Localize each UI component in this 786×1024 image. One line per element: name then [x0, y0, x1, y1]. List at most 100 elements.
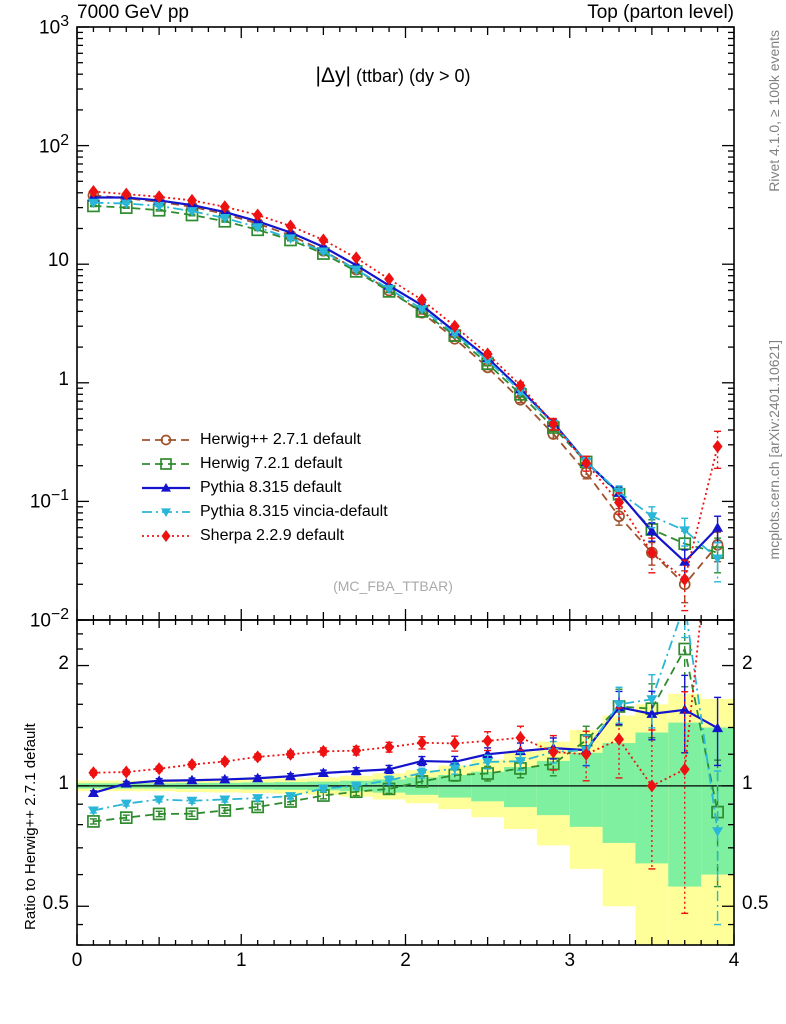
legend-item[interactable]: Herwig 7.2.1 default: [140, 452, 388, 476]
marker-diamond: [285, 747, 296, 761]
marker-triangle-down: [482, 757, 494, 768]
marker-triangle-up: [219, 773, 231, 784]
legend-marker-diamond-icon: [142, 530, 190, 542]
marker-triangle-up: [679, 704, 691, 714]
marker-diamond: [449, 319, 460, 333]
ratio-y-tick-label: 2: [58, 652, 69, 674]
marker-triangle-down: [449, 764, 461, 774]
marker-triangle-down: [350, 265, 362, 276]
marker-triangle-down: [161, 508, 171, 517]
marker-triangle-up: [646, 525, 658, 536]
marker-diamond: [548, 745, 559, 759]
marker-triangle-down: [87, 806, 99, 816]
marker-diamond: [679, 572, 690, 586]
ratio-series: [88, 620, 722, 915]
legend-label: Herwig++ 2.7.1 default: [200, 431, 361, 448]
marker-diamond: [482, 347, 493, 361]
marker-square: [185, 807, 199, 821]
header-right-label: Top (parton level): [587, 2, 734, 23]
legend-label: Pythia 8.315 default: [200, 479, 342, 496]
marker-diamond: [186, 758, 197, 772]
marker-triangle-down: [383, 776, 395, 786]
marker-diamond: [318, 744, 329, 758]
marker-triangle-down: [252, 794, 264, 804]
marker-triangle-up: [120, 777, 132, 788]
marker-triangle-down: [153, 201, 165, 212]
marker-triangle-down: [613, 700, 625, 710]
marker-triangle-down: [449, 329, 461, 340]
marker-diamond: [351, 744, 362, 758]
marker-triangle-down: [285, 234, 297, 244]
marker-diamond: [614, 732, 625, 746]
marker-diamond: [416, 293, 427, 307]
marker-triangle-up: [383, 763, 395, 774]
marker-diamond: [482, 734, 493, 748]
legend-marker-triangle-up-icon: [142, 483, 190, 492]
plot-title: |Δy| (ttbar) (dy > 0): [0, 64, 786, 88]
marker-triangle-down: [285, 792, 297, 802]
marker-triangle-up: [317, 767, 329, 778]
x-tick-label: 2: [400, 950, 411, 971]
marker-diamond: [186, 193, 197, 207]
plot-title-symbol: |Δy|: [315, 64, 351, 87]
ratio-y-tick-label-right: 2: [742, 652, 753, 674]
legend-label: Herwig 7.2.1 default: [200, 455, 343, 472]
legend-item[interactable]: Pythia 8.315 default: [140, 476, 388, 500]
marker-square: [481, 767, 494, 780]
marker-diamond: [252, 750, 263, 764]
main-y-tick-label: 1: [58, 368, 69, 390]
x-tick-label: 4: [728, 950, 740, 971]
main-y-tick-label: 103: [39, 13, 69, 39]
analysis-watermark: (MC_FBA_TTBAR): [333, 578, 453, 594]
marker-diamond: [679, 762, 690, 776]
marker-triangle-down: [219, 795, 231, 805]
marker-triangle-down: [153, 795, 165, 805]
legend-item[interactable]: Herwig++ 2.7.1 default: [140, 428, 388, 452]
main-y-tick-label: 10−2: [29, 606, 69, 632]
marker-triangle-up: [153, 775, 165, 785]
legend-label: Pythia 8.315 vincia-default: [200, 503, 388, 520]
legend-item[interactable]: Sherpa 2.2.9 default: [140, 524, 388, 548]
ratio-y-tick-label-right: 0.5: [742, 893, 769, 915]
marker-diamond: [515, 731, 526, 745]
marker-triangle-up: [646, 708, 658, 718]
legend: Herwig++ 2.7.1 default Herwig 7.2.1 defau…: [140, 428, 388, 548]
marker-square: [119, 811, 133, 824]
x-tick-label: 1: [235, 950, 247, 971]
marker-diamond: [581, 747, 592, 761]
plot-title-rest: (ttbar) (dy > 0): [355, 66, 471, 86]
marker-triangle-down: [317, 784, 329, 795]
series-line: [93, 620, 719, 832]
marker-triangle-up: [712, 722, 724, 733]
marker-triangle-down: [514, 757, 526, 767]
marker-circle: [613, 510, 625, 523]
marker-triangle-down: [712, 827, 724, 837]
legend-marker-circle-icon: [142, 434, 190, 446]
legend-item[interactable]: Pythia 8.315 vincia-default: [140, 500, 388, 524]
marker-triangle-up: [252, 772, 264, 783]
marker-triangle-down: [120, 799, 132, 810]
marker-triangle-down: [186, 207, 198, 217]
marker-triangle-down: [219, 214, 231, 224]
marker-diamond: [285, 219, 296, 233]
marker-diamond: [88, 185, 99, 199]
marker-diamond: [614, 495, 625, 509]
marker-diamond: [219, 754, 230, 768]
series-line: [93, 706, 719, 795]
legend-label: Sherpa 2.2.9 default: [200, 527, 345, 544]
series-line: [93, 196, 719, 563]
marker-diamond: [219, 200, 230, 214]
marker-triangle-down: [482, 356, 494, 366]
marker-diamond: [548, 417, 559, 431]
marker-triangle-down: [646, 512, 658, 522]
marker-diamond: [581, 456, 592, 470]
marker-triangle-up: [186, 774, 198, 785]
marker-circle: [160, 434, 172, 446]
marker-diamond: [154, 762, 165, 776]
marker-triangle-down: [679, 526, 691, 536]
marker-triangle-down: [383, 284, 395, 295]
x-tick-label: 3: [564, 950, 576, 971]
